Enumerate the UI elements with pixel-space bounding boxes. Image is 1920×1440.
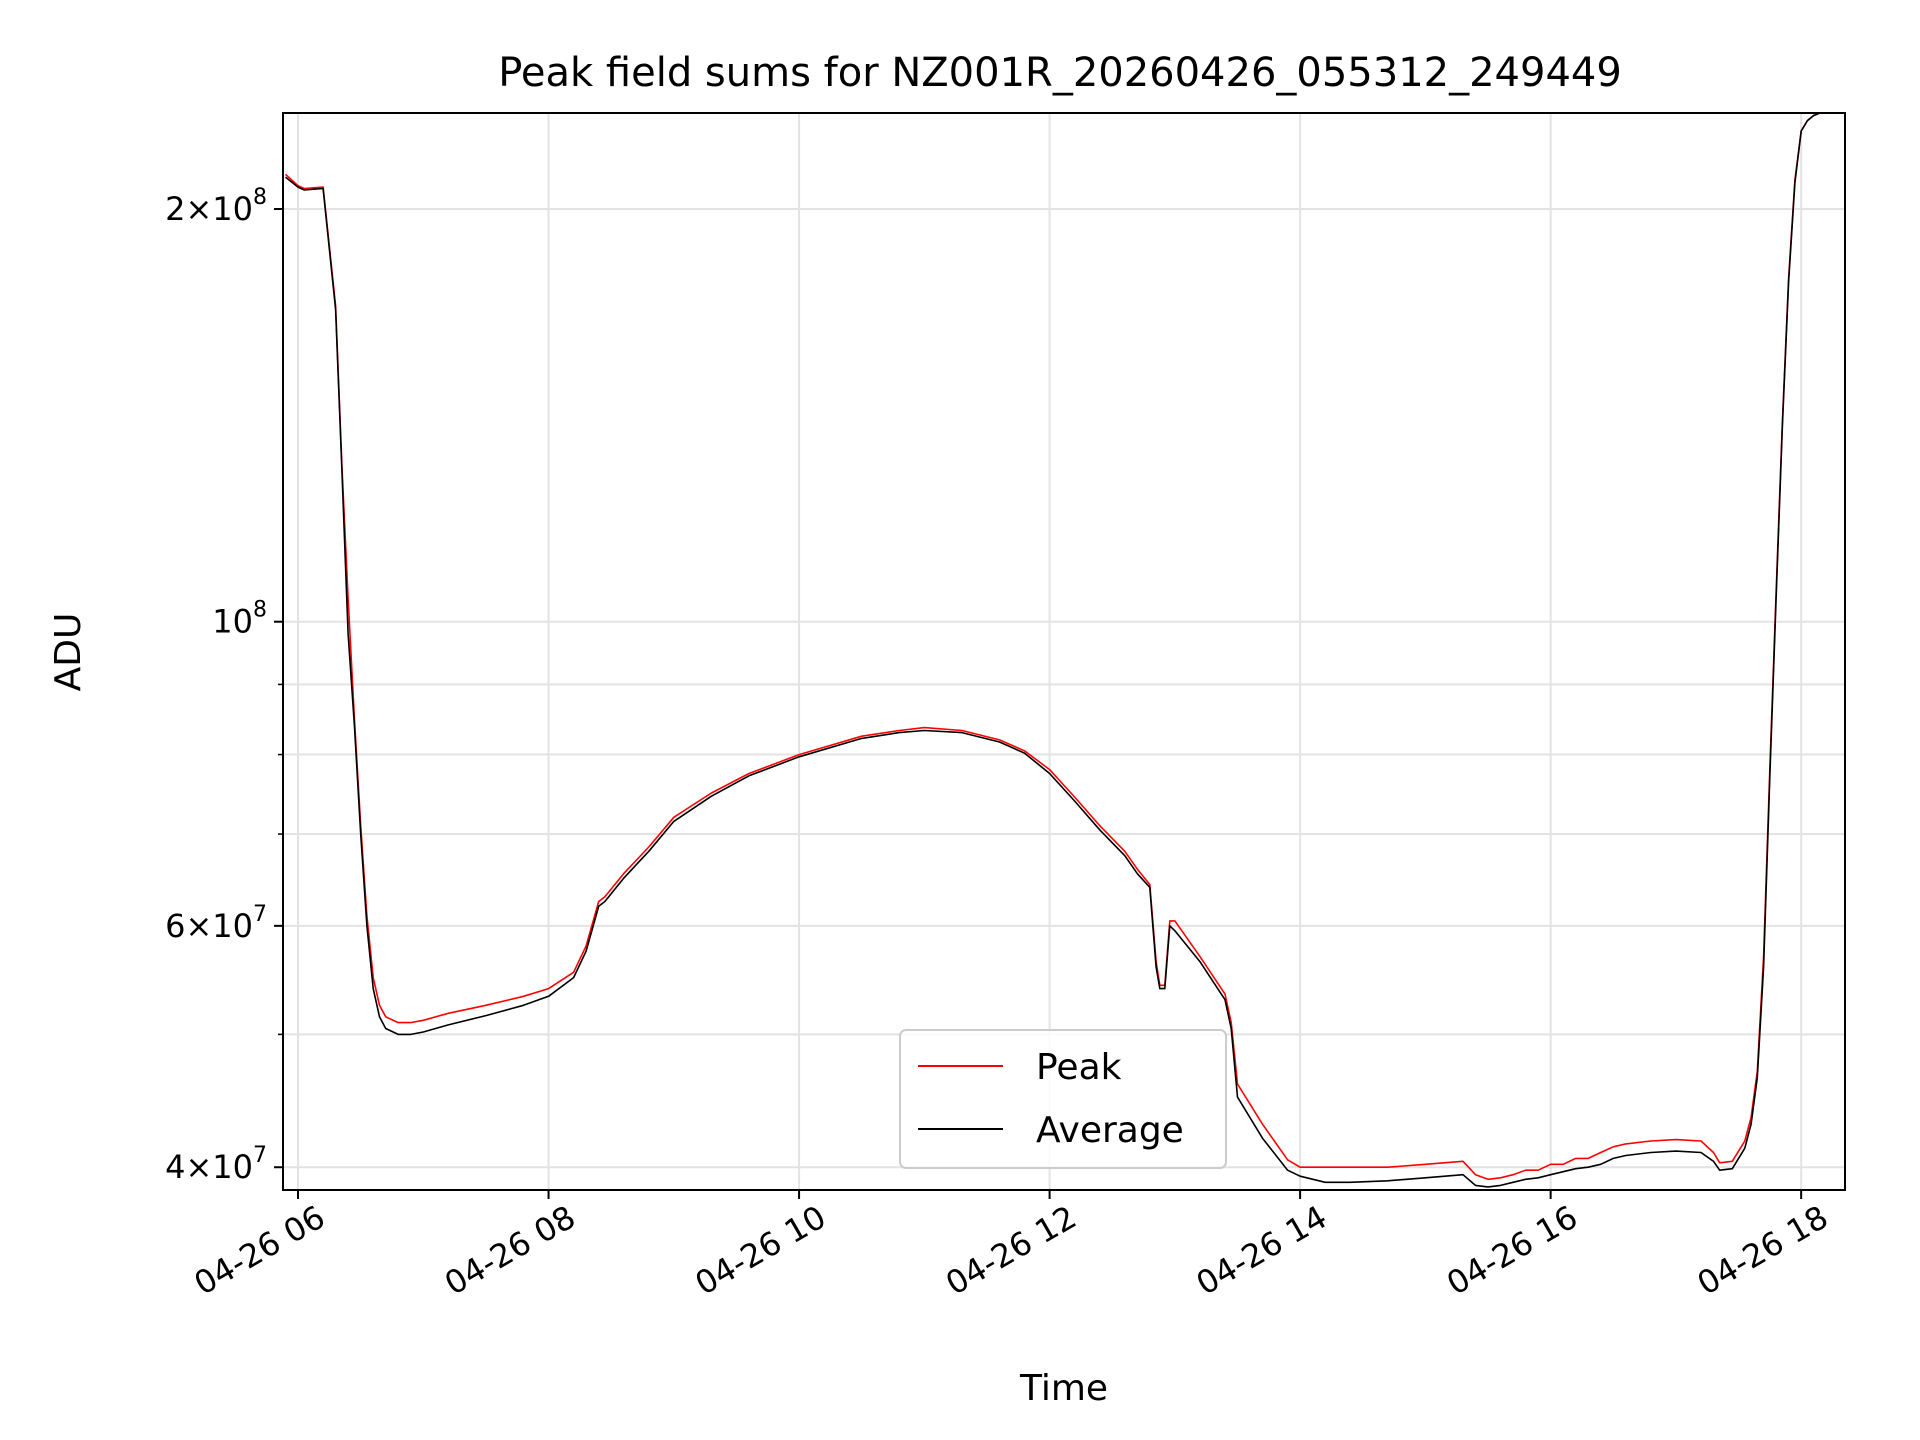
y-tick-times: × — [185, 190, 212, 228]
y-tick-base: 10 — [212, 603, 253, 641]
y-tick-exponent: 8 — [253, 185, 267, 210]
legend-label-peak: Peak — [1036, 1047, 1122, 1088]
legend-box — [899, 1029, 1227, 1169]
y-tick-mantissa: 2 — [165, 190, 185, 228]
series-line-average — [285, 113, 1845, 1188]
series-lines — [284, 113, 1845, 1188]
legend: Peak Average — [899, 1029, 1227, 1169]
y-tick-mantissa: 4 — [165, 1148, 185, 1186]
y-tick-label: 108 — [212, 598, 267, 641]
y-tick-mantissa: 6 — [165, 907, 185, 945]
y-tick-times: × — [185, 907, 212, 945]
grid — [283, 113, 1845, 1190]
y-tick-label: 2×108 — [165, 185, 267, 228]
y-axis-label: ADU — [48, 613, 89, 692]
series-line-peak — [284, 113, 1845, 1181]
plot-frame — [282, 112, 1846, 1191]
y-tick-base: 10 — [212, 1148, 253, 1186]
y-tick-times: × — [185, 1148, 212, 1186]
y-tick-base: 10 — [212, 190, 253, 228]
y-tick-base: 10 — [212, 907, 253, 945]
y-tick-exponent: 8 — [253, 598, 267, 623]
legend-label-average: Average — [1036, 1110, 1184, 1151]
y-tick-exponent: 7 — [253, 902, 267, 927]
y-tick-exponent: 7 — [253, 1143, 267, 1168]
y-tick-label: 6×107 — [165, 902, 267, 945]
x-axis-label: Time — [1019, 1368, 1108, 1409]
y-tick-label: 4×107 — [165, 1143, 267, 1186]
chart-title: Peak field sums for NZ001R_20260426_0553… — [498, 50, 1622, 96]
